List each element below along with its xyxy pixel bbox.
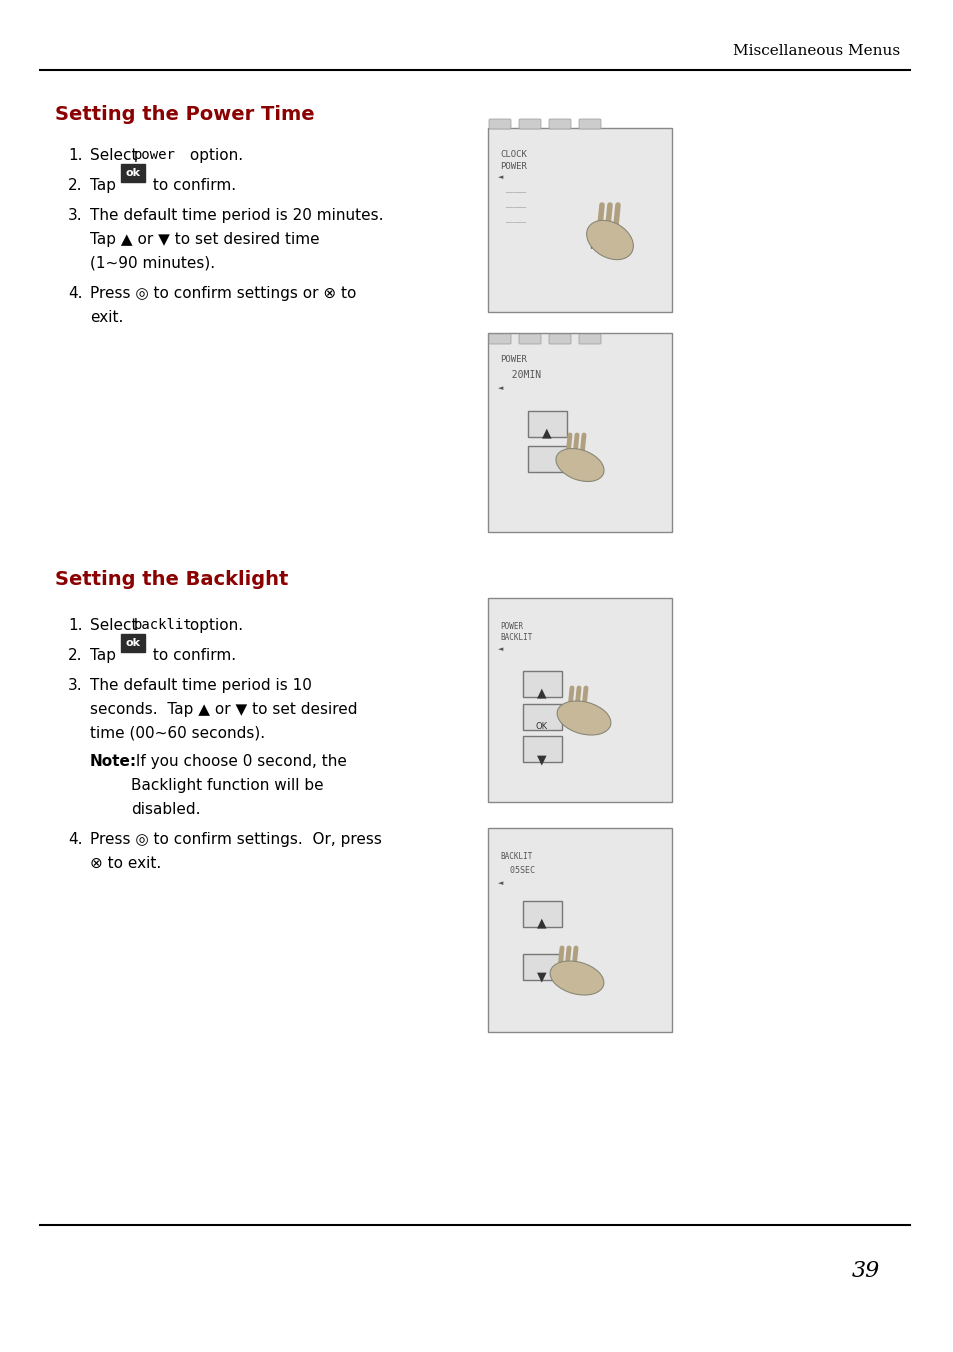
Text: POWER: POWER xyxy=(499,622,522,631)
Text: power: power xyxy=(133,147,175,162)
FancyBboxPatch shape xyxy=(578,334,600,343)
Text: ◄: ◄ xyxy=(497,385,503,391)
FancyBboxPatch shape xyxy=(489,829,511,840)
Text: 4.: 4. xyxy=(68,831,82,846)
Text: ok: ok xyxy=(126,168,140,178)
FancyBboxPatch shape xyxy=(548,119,571,128)
Text: 4.: 4. xyxy=(68,287,82,301)
Ellipse shape xyxy=(550,961,603,995)
Text: Miscellaneous Menus: Miscellaneous Menus xyxy=(732,45,899,58)
Text: 1.: 1. xyxy=(68,147,82,164)
Text: 3.: 3. xyxy=(68,677,83,694)
FancyBboxPatch shape xyxy=(488,128,671,312)
Text: ▲: ▲ xyxy=(537,685,546,699)
Text: to confirm.: to confirm. xyxy=(148,648,236,662)
Text: ▲: ▲ xyxy=(541,426,551,439)
FancyBboxPatch shape xyxy=(527,446,566,472)
Text: Press ◎ to confirm settings.  Or, press: Press ◎ to confirm settings. Or, press xyxy=(90,831,381,846)
Text: POWER: POWER xyxy=(499,356,526,364)
Text: seconds.  Tap ▲ or ▼ to set desired: seconds. Tap ▲ or ▼ to set desired xyxy=(90,702,357,717)
FancyBboxPatch shape xyxy=(489,599,511,608)
Text: CLOCK: CLOCK xyxy=(499,150,526,160)
Text: Select: Select xyxy=(90,147,142,164)
FancyBboxPatch shape xyxy=(548,829,571,840)
Text: ◄: ◄ xyxy=(497,646,503,652)
FancyBboxPatch shape xyxy=(488,598,671,802)
FancyBboxPatch shape xyxy=(548,599,571,608)
Text: BACKLIT: BACKLIT xyxy=(499,633,532,642)
FancyBboxPatch shape xyxy=(578,829,600,840)
FancyBboxPatch shape xyxy=(518,334,540,343)
Ellipse shape xyxy=(556,449,603,481)
Text: The default time period is 10: The default time period is 10 xyxy=(90,677,312,694)
Text: (1~90 minutes).: (1~90 minutes). xyxy=(90,256,214,270)
Text: ok: ok xyxy=(126,638,140,648)
Text: Tap: Tap xyxy=(90,178,121,193)
FancyBboxPatch shape xyxy=(518,829,540,840)
Text: option.: option. xyxy=(185,147,243,164)
FancyBboxPatch shape xyxy=(522,704,561,730)
Text: Tap: Tap xyxy=(90,648,121,662)
Text: Setting the Backlight: Setting the Backlight xyxy=(55,571,288,589)
FancyBboxPatch shape xyxy=(522,671,561,698)
Ellipse shape xyxy=(557,700,610,735)
Text: POWER: POWER xyxy=(499,162,526,170)
Text: ─────: ───── xyxy=(504,206,526,211)
Text: 3.: 3. xyxy=(68,208,83,223)
FancyBboxPatch shape xyxy=(121,164,145,183)
Text: backlit: backlit xyxy=(133,618,193,631)
FancyBboxPatch shape xyxy=(518,599,540,608)
Text: option.: option. xyxy=(185,618,243,633)
Text: 20MIN: 20MIN xyxy=(499,370,540,380)
FancyBboxPatch shape xyxy=(522,735,561,763)
Text: 1.: 1. xyxy=(68,618,82,633)
Text: ⊗ to exit.: ⊗ to exit. xyxy=(90,856,161,871)
Text: ▼: ▼ xyxy=(537,753,546,767)
FancyBboxPatch shape xyxy=(489,119,511,128)
Text: ─────: ───── xyxy=(504,191,526,196)
Text: exit.: exit. xyxy=(90,310,123,324)
FancyBboxPatch shape xyxy=(518,119,540,128)
Text: The default time period is 20 minutes.: The default time period is 20 minutes. xyxy=(90,208,383,223)
FancyBboxPatch shape xyxy=(578,599,600,608)
Text: 2.: 2. xyxy=(68,648,82,662)
FancyBboxPatch shape xyxy=(578,119,600,128)
FancyBboxPatch shape xyxy=(527,411,566,437)
Text: ◄: ◄ xyxy=(497,174,503,180)
Text: 05SEC: 05SEC xyxy=(499,867,535,875)
Text: 39: 39 xyxy=(851,1260,879,1282)
Text: Select: Select xyxy=(90,618,142,633)
Ellipse shape xyxy=(586,220,633,260)
Text: OK: OK xyxy=(536,722,547,731)
Text: time (00~60 seconds).: time (00~60 seconds). xyxy=(90,726,265,741)
Text: Note:: Note: xyxy=(90,754,137,769)
Text: ▼: ▼ xyxy=(537,969,546,983)
Text: Setting the Power Time: Setting the Power Time xyxy=(55,105,314,124)
FancyBboxPatch shape xyxy=(488,333,671,531)
Text: Backlight function will be: Backlight function will be xyxy=(131,777,323,794)
Text: BACKLIT: BACKLIT xyxy=(499,852,532,861)
FancyBboxPatch shape xyxy=(488,827,671,1032)
Text: ▲: ▲ xyxy=(537,917,546,929)
Text: disabled.: disabled. xyxy=(131,802,200,817)
Text: to confirm.: to confirm. xyxy=(148,178,236,193)
Text: Press ◎ to confirm settings or ⊗ to: Press ◎ to confirm settings or ⊗ to xyxy=(90,287,356,301)
FancyBboxPatch shape xyxy=(489,334,511,343)
Text: ─────: ───── xyxy=(504,220,526,226)
FancyBboxPatch shape xyxy=(522,900,561,927)
Text: 2.: 2. xyxy=(68,178,82,193)
FancyBboxPatch shape xyxy=(548,334,571,343)
FancyBboxPatch shape xyxy=(121,634,145,652)
FancyBboxPatch shape xyxy=(522,955,561,980)
Text: Tap ▲ or ▼ to set desired time: Tap ▲ or ▼ to set desired time xyxy=(90,233,319,247)
Text: ◄: ◄ xyxy=(497,880,503,886)
Text: If you choose 0 second, the: If you choose 0 second, the xyxy=(131,754,347,769)
